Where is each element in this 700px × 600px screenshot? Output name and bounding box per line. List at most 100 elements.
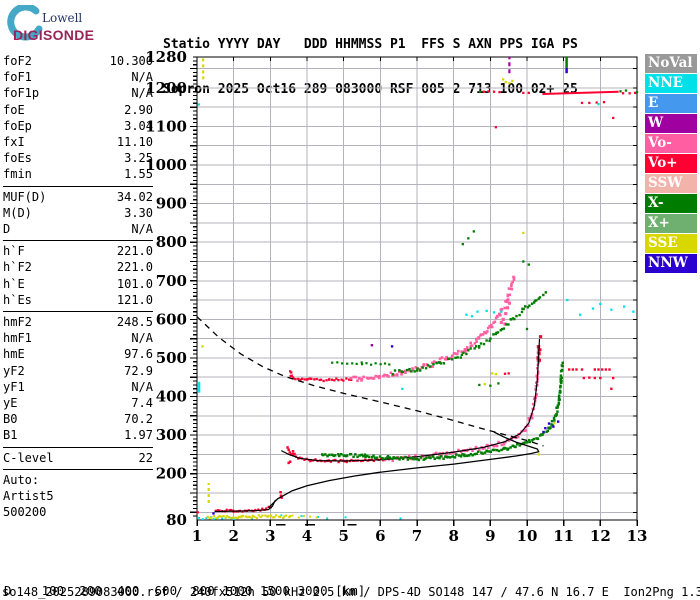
parameter-panel: foF2 10.300 foF1 N/A foF1p N/A foE 2.90 foEp 3.04…: [3, 53, 153, 520]
param-row-fmin: fmin 1.55: [3, 166, 153, 182]
digisonde-arc-icon: [7, 5, 43, 41]
svg-text:1200: 1200: [145, 79, 187, 97]
param-label: foF2: [3, 54, 32, 68]
autoscaling-info-line: 500200: [3, 505, 47, 520]
param-row-yF1: yF1 N/A: [3, 379, 153, 395]
param-row-D: D N/A: [3, 221, 153, 237]
param-row-hE: h`E 101.0: [3, 276, 153, 292]
param-value: N/A: [131, 86, 153, 101]
svg-text:400: 400: [156, 388, 187, 406]
plot-grid: [197, 57, 637, 520]
panel-divider: [3, 311, 153, 313]
param-label: yE: [3, 396, 18, 411]
param-value: N/A: [131, 331, 153, 346]
legend-item-E: E: [645, 94, 697, 113]
svg-text:6: 6: [375, 527, 385, 545]
logo-digisonde-text: DIGISONDE: [13, 27, 95, 43]
series-true-height-profile: [268, 431, 540, 509]
param-row-yF2: yF2 72.9: [3, 363, 153, 379]
panel-divider: [3, 185, 153, 187]
param-value: 121.0: [116, 292, 153, 307]
svg-text:1000: 1000: [145, 156, 187, 174]
param-label: hmE: [3, 347, 25, 362]
svg-text:12: 12: [590, 527, 611, 545]
svg-text:600: 600: [156, 310, 187, 328]
legend-item-X: X+: [645, 214, 697, 233]
param-value: 2.90: [124, 102, 153, 117]
series-artist-fit-f: [281, 338, 541, 462]
param-value: 101.0: [116, 276, 153, 291]
ionogram-header: Statio YYYY DAY DDD HHMMSS P1 FFS S AXN …: [163, 7, 578, 127]
muf-table-distance-row: D 100 200 400 600 800 1000 1500 3000 [km…: [4, 583, 366, 598]
legend-item-NNW: NNW: [645, 254, 697, 273]
param-label: hmF1: [3, 331, 32, 346]
param-label: foEs: [3, 151, 32, 166]
svg-text:10: 10: [517, 527, 538, 545]
param-row-hF2: h`F2 221.0: [3, 259, 153, 275]
param-row-B0: B0 70.2: [3, 411, 153, 427]
series-marks-cyan-high: [197, 102, 635, 390]
muf-table: D 100 200 400 600 800 1000 1500 3000 [km…: [4, 555, 373, 600]
panel-divider: [3, 240, 153, 242]
param-row-fxI: fxI 11.10: [3, 134, 153, 150]
param-value: 1.97: [124, 428, 153, 443]
param-value: 3.30: [124, 205, 153, 220]
param-row-foE: foE 2.90: [3, 102, 153, 118]
param-row-Clevel: C-level 22: [3, 450, 153, 466]
series-rfi-marks-green: [461, 89, 639, 387]
param-label: fxI: [3, 135, 25, 150]
series-x-trace-f: [321, 361, 564, 462]
legend-item-X: X-: [645, 194, 697, 213]
param-value: 221.0: [116, 260, 153, 275]
param-row-foEs: foEs 3.25: [3, 150, 153, 166]
svg-text:500: 500: [156, 349, 187, 367]
svg-text:1100: 1100: [145, 117, 187, 135]
lowell-digisonde-logo: Lowell DIGISONDE: [6, 5, 136, 49]
svg-text:1280: 1280: [145, 48, 187, 66]
x-axis-labels: 1 2 3 4 5 6 7 8 9 10 11 12 13: [192, 527, 648, 545]
param-label: foEp: [3, 118, 32, 133]
param-value: 3.25: [124, 151, 153, 166]
param-row-foF1: foF1 N/A: [3, 69, 153, 85]
param-label: M(D): [3, 205, 32, 220]
param-row-hEs: h`Es 121.0: [3, 292, 153, 308]
param-label: D: [3, 222, 11, 237]
param-label: foF1p: [3, 86, 40, 101]
svg-text:4: 4: [302, 527, 312, 545]
series-rfi-marks-red: [196, 90, 637, 514]
svg-text:300: 300: [156, 426, 187, 444]
param-row-hmF1: hmF1 N/A: [3, 330, 153, 346]
series-artist-fit-e: [214, 499, 277, 513]
svg-text:13: 13: [627, 527, 648, 545]
svg-text:800: 800: [156, 233, 187, 251]
param-label: h`F: [3, 244, 25, 259]
param-row-MD: M(D) 3.30: [3, 205, 153, 221]
svg-text:5: 5: [338, 527, 348, 545]
svg-text:200: 200: [156, 465, 187, 483]
param-value: 11.10: [116, 135, 153, 150]
autoscaling-info-line: Auto:: [3, 472, 40, 487]
direction-legend: NoVal NNE E W Vo- Vo+ SSW X- X+ SSE NNW: [645, 54, 697, 274]
series-marks-yellow: [201, 78, 556, 456]
series-es-band-yellow: [206, 514, 292, 520]
param-label: fmin: [3, 167, 32, 182]
param-label: foF1: [3, 70, 32, 85]
param-value: 7.4: [131, 396, 153, 411]
param-value: 221.0: [116, 244, 153, 259]
series-marks-blue: [212, 345, 560, 515]
series-rfi-line-1190: [542, 90, 619, 95]
series-marks-purple: [370, 344, 374, 347]
param-label: MUF(D): [3, 189, 47, 204]
legend-item-W: W: [645, 114, 697, 133]
param-label: yF2: [3, 363, 25, 378]
series-muf-transmission-curve: [196, 316, 544, 447]
param-value: N/A: [131, 222, 153, 237]
param-row-hmF2: hmF2 248.5: [3, 314, 153, 330]
svg-text:3: 3: [265, 527, 275, 545]
series-second-hop-blob: [499, 301, 511, 326]
param-value: 72.9: [124, 363, 153, 378]
param-value: 70.2: [124, 412, 153, 427]
svg-text:80: 80: [166, 511, 187, 529]
